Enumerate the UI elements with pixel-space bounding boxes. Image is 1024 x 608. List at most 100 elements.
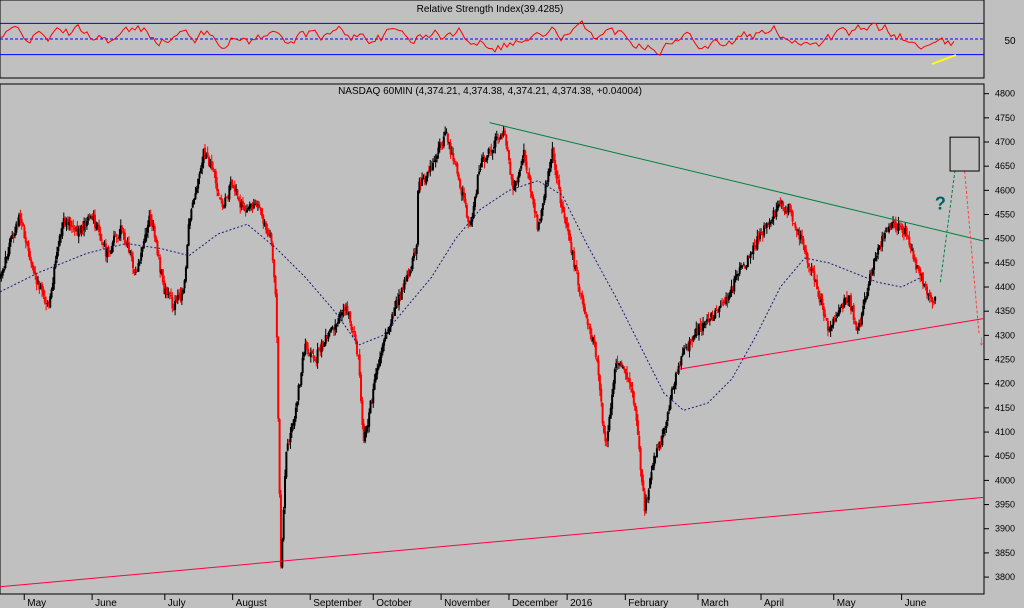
candle-body [250,203,253,205]
candle-body [875,255,878,258]
candle-body [923,283,926,286]
candle-body [919,269,922,277]
candle-body [539,218,542,221]
candle-body [448,141,451,144]
candle-body [407,273,410,276]
candle-body [851,306,854,310]
candle-body [794,223,797,228]
candle-body [366,425,369,428]
candle-body [495,136,498,138]
candle-body [881,235,884,247]
candle-body [745,265,748,269]
candle-body [186,244,189,269]
candle-body [908,237,911,246]
candle-body [783,207,786,211]
candle-body [636,420,639,435]
candle-body [613,369,616,384]
candle-body [711,314,714,320]
candle-body [877,247,880,255]
candle-body [35,276,38,285]
candle-body [601,403,604,424]
candle-body [575,266,578,271]
candle-body [566,223,569,228]
candle-body [589,326,592,335]
y-tick-label: 4750 [995,113,1015,123]
candle-body [26,241,29,244]
candle-body [229,181,232,186]
x-tick-label: October [376,598,412,608]
candle-body [588,324,591,326]
candle-body [866,291,869,298]
candle-body [247,208,250,210]
candle-body [562,206,565,213]
candle-body [258,204,261,209]
candle-body [450,152,453,155]
candle-body [520,165,523,169]
candle-body [178,293,181,295]
rsi-panel: Relative Strength Index(39.4285) 50 [0,0,1016,79]
candle-body [645,497,648,511]
candle-body [517,175,520,183]
y-tick-label: 4200 [995,379,1015,389]
candle-body [317,348,320,350]
candle-body [353,330,356,333]
candle-body [567,229,570,235]
y-tick-label: 3800 [995,572,1015,582]
candle-body [65,220,68,225]
candle-body [551,148,554,159]
candle-body [570,242,573,254]
candle-body [436,155,439,159]
candle-body [3,268,6,271]
candle-body [706,318,709,322]
candle-body [765,223,768,228]
candle-body [361,400,364,426]
candle-body [927,293,930,296]
y-tick-label: 3950 [995,500,1015,510]
candle-body [157,254,160,257]
candle-body [878,245,881,249]
projection-up-line [939,170,956,283]
candle-body [256,204,259,206]
candle-body [354,334,357,342]
candle-body [411,257,414,269]
candle-body [849,295,852,311]
candle-body [311,350,314,354]
x-tick-label: April [764,598,784,608]
rsi-series-line [0,20,955,56]
candle-body [429,166,432,172]
candle-body [235,188,238,192]
candle-body [558,179,561,189]
candle-body [579,293,582,295]
candle-body [624,368,627,374]
candle-body [816,279,819,290]
candle-body [598,375,601,391]
candle-body [144,234,147,243]
candle-body [39,285,42,290]
candle-body [912,250,915,259]
price-x-axis: May June July August September October Novembe… [23,594,927,608]
candle-body [920,273,923,275]
candle-body [836,314,839,317]
candle-body [305,341,308,350]
candle-body [873,259,876,270]
candle-body [140,252,143,261]
candle-body [909,243,912,250]
candle-body [862,305,865,315]
candle-body [852,304,855,320]
candle-body [341,312,344,316]
candle-body [182,289,185,293]
candle-body [657,447,660,449]
candle-body [267,233,270,235]
candle-body [104,243,107,257]
candle-body [106,248,109,258]
candle-body [206,152,209,156]
candle-body [499,135,502,139]
candle-body [248,204,251,209]
candle-body [364,431,367,442]
candle-body [137,263,140,272]
candle-body [149,214,152,222]
candle-body [854,321,857,324]
candle-body [585,314,588,318]
candle-body [463,192,466,199]
candle-body [848,296,851,303]
